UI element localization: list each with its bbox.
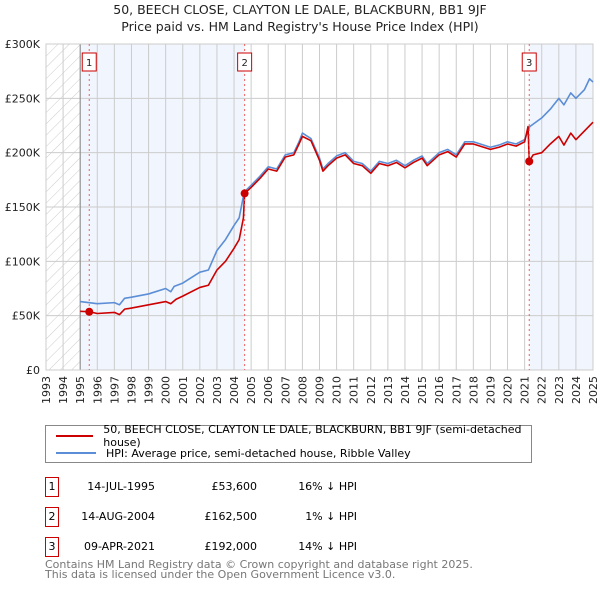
x-tick-label: 1994 [57, 376, 70, 404]
transaction-row: 3 09-APR-2021 £192,000 14% ↓ HPI [45, 537, 545, 557]
x-tick-label: 2010 [331, 376, 344, 404]
x-tick-label: 2011 [348, 376, 361, 404]
sale-date: 14-JUL-1995 [87, 480, 155, 493]
legend-label: HPI: Average price, semi-detached house,… [106, 446, 411, 460]
sale-number-badge: 3 [45, 537, 59, 557]
sale-number-box [81, 52, 97, 72]
x-tick-label: 2001 [177, 376, 190, 404]
x-tick-label: 1996 [91, 376, 104, 404]
y-tick-label: £0 [26, 364, 40, 377]
y-tick-label: £50K [12, 310, 41, 323]
x-tick-label: 2000 [160, 376, 173, 404]
x-tick-label: 2020 [502, 376, 515, 404]
x-tick-label: 2021 [519, 376, 532, 404]
x-tick-label: 2012 [365, 376, 378, 404]
footer: Contains HM Land Registry data © Crown c… [45, 558, 473, 581]
sale-number-badge: 2 [45, 507, 59, 527]
x-tick-label: 2025 [587, 376, 600, 404]
x-tick-label: 2015 [416, 376, 429, 404]
sale-hpi-diff: 16% ↓ HPI [298, 480, 357, 493]
legend-swatch [56, 452, 96, 454]
sale-price: £192,000 [204, 540, 258, 553]
property-price-line [80, 121, 594, 316]
chart-title: 50, BEECH CLOSE, CLAYTON LE DALE, BLACKB… [113, 2, 487, 17]
hpi-line [80, 77, 594, 306]
x-tick-label: 1998 [125, 376, 138, 404]
y-tick-label: £300K [5, 38, 41, 51]
footer-line: This data is licensed under the Open Gov… [45, 568, 396, 581]
sale-point [85, 307, 94, 316]
legend-label: 50, BEECH CLOSE, CLAYTON LE DALE, BLACKB… [103, 423, 522, 449]
sale-price: £162,500 [204, 510, 258, 523]
x-tick-label: 2003 [211, 376, 224, 404]
x-tick-label: 2006 [262, 376, 275, 404]
y-tick-label: £100K [5, 255, 41, 268]
x-tick-label: 2009 [314, 376, 327, 404]
sale-price: £53,600 [211, 480, 258, 493]
x-tick-label: 1997 [108, 376, 121, 404]
plot-frame [45, 43, 594, 371]
transaction-row: 1 14-JUL-1995 £53,600 16% ↓ HPI [45, 477, 545, 497]
sale-number-box [521, 52, 537, 72]
x-tick-label: 2013 [382, 376, 395, 404]
x-tick-label: 2019 [484, 376, 497, 404]
x-tick-label: 2023 [553, 376, 566, 404]
x-tick-label: 2005 [245, 376, 258, 404]
sale-hpi-diff: 14% ↓ HPI [298, 540, 357, 553]
legend-item-hpi: HPI: Average price, semi-detached house,… [56, 445, 411, 461]
x-tick-label: 1993 [40, 376, 53, 404]
x-tick-label: 2024 [570, 376, 583, 404]
sale-number-label: 2 [241, 58, 247, 69]
legend-swatch [56, 435, 94, 437]
x-tick-label: 2017 [450, 376, 463, 404]
x-tick-label: 2014 [399, 376, 412, 404]
x-tick-label: 2008 [296, 376, 309, 404]
y-tick-label: £150K [5, 201, 41, 214]
sale-number-label: 1 [86, 58, 92, 69]
y-tick-label: £250K [5, 92, 41, 105]
sale-point [240, 189, 249, 198]
x-tick-label: 2004 [228, 376, 241, 404]
x-tick-label: 2018 [467, 376, 480, 404]
y-tick-label: £200K [5, 147, 41, 160]
sale-number-label: 3 [526, 58, 532, 69]
chart-subtitle: Price paid vs. HM Land Registry's House … [121, 19, 479, 34]
legend-item-property: 50, BEECH CLOSE, CLAYTON LE DALE, BLACKB… [56, 423, 531, 449]
transaction-row: 2 14-AUG-2004 £162,500 1% ↓ HPI [45, 507, 545, 527]
sale-date: 09-APR-2021 [83, 540, 155, 553]
sale-number-box [237, 52, 253, 72]
price-chart: 1993 1994 1995 1996 1997 1998 1999 2000 2001 2002… [5, 38, 600, 404]
sale-hpi-diff: 1% ↓ HPI [305, 510, 357, 523]
x-tick-label: 2007 [279, 376, 292, 404]
footer-line: Contains HM Land Registry data © Crown c… [45, 558, 473, 571]
x-tick-label: 1999 [143, 376, 156, 404]
legend: 50, BEECH CLOSE, CLAYTON LE DALE, BLACKB… [45, 423, 532, 463]
x-tick-label: 2016 [433, 376, 446, 404]
sale-point [525, 157, 534, 166]
x-tick-label: 1995 [74, 376, 87, 404]
x-tick-label: 2022 [536, 376, 549, 404]
sale-date: 14-AUG-2004 [81, 510, 155, 523]
sale-number-badge: 1 [45, 477, 59, 497]
x-tick-label: 2002 [194, 376, 207, 404]
